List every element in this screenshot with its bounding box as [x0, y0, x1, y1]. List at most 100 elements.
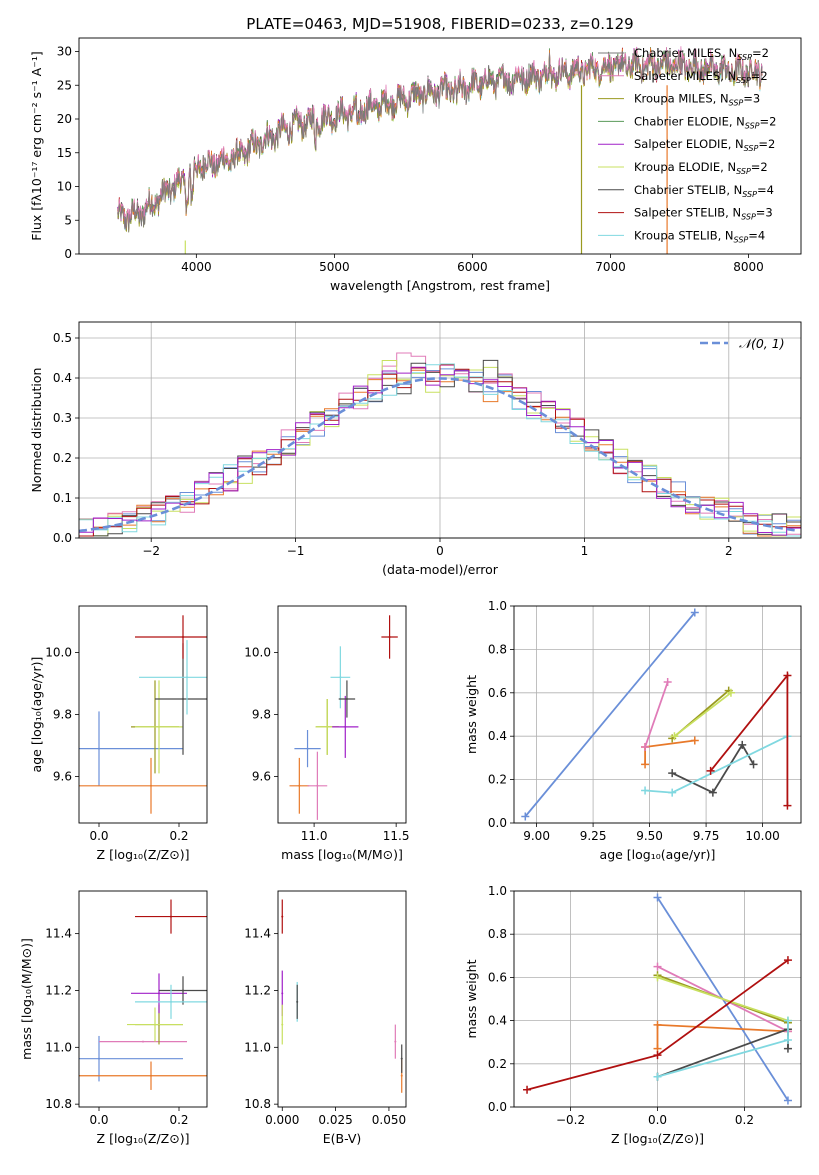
plus-marker — [783, 671, 792, 680]
weight-vs-Z-xtick-label: −0.2 — [556, 1113, 585, 1127]
weight-vs-Z-ytick-label: 0.4 — [488, 1014, 507, 1028]
age-vs-mass-ytick-label: 10.0 — [244, 646, 271, 660]
plus-marker — [706, 766, 715, 775]
spectrum-ytick-label: 25 — [57, 78, 72, 92]
spectrum-ytick-label: 20 — [57, 112, 72, 126]
weight-vs-Z-frame — [513, 890, 802, 1108]
data-point — [170, 1000, 172, 1003]
spectrum-ytick-label: 30 — [57, 45, 72, 59]
plus-marker — [653, 1051, 662, 1060]
spectrum-frame — [78, 37, 802, 255]
plus-marker — [521, 812, 530, 821]
plus-marker — [783, 1096, 792, 1105]
weight-vs-Z-ylabel: mass weight — [464, 959, 479, 1038]
age-vs-Z-data — [79, 615, 207, 814]
errorbar-point — [332, 695, 359, 758]
spectrum-xlabel: wavelength [Angstrom, rest frame] — [330, 278, 550, 293]
legend-entry: Salpeter STELIB, NSSP=3 — [598, 206, 773, 222]
plus-marker — [641, 743, 650, 752]
data-point — [298, 784, 301, 787]
plus-marker — [641, 760, 650, 769]
plus-marker — [783, 801, 792, 810]
weight-vs-age-ylabel: mass weight — [464, 675, 479, 754]
legend-label: Salpeter ELODIE, NSSP=2 — [634, 137, 775, 153]
age-vs-mass-xtick-label: 11.0 — [301, 829, 328, 843]
data-point — [150, 784, 152, 787]
legend-label: 𝒩(0, 1) — [739, 336, 785, 351]
age-vs-mass-xlabel: mass [log₁₀(M/M⊙)] — [281, 847, 403, 862]
plus-marker — [653, 1020, 662, 1029]
age-vs-Z-frame — [78, 605, 208, 824]
legend-label: Kroupa STELIB, NSSP=4 — [634, 228, 765, 244]
errorbar-point — [289, 757, 310, 814]
weight-vs-age-xtick-label: 9.25 — [580, 829, 607, 843]
age-vs-mass-xtick-label: 11.5 — [383, 829, 410, 843]
errorbar-point — [79, 1035, 183, 1082]
errorbar-point — [139, 640, 207, 715]
errorbar-point — [394, 1024, 397, 1059]
figure-title: PLATE=0463, MJD=51908, FIBERID=0233, z=0… — [246, 15, 633, 33]
series-line-yellowgreen — [673, 692, 732, 737]
legend-label: Chabrier ELODIE, NSSP=2 — [634, 114, 776, 130]
residuals-xtick-label: −2 — [142, 544, 160, 558]
weight-vs-Z-xtick-label: 0.2 — [735, 1113, 754, 1127]
legend-entry: Chabrier MILES, NSSP=2 — [598, 46, 769, 62]
age-vs-mass-data — [289, 615, 398, 820]
legend-entry: Kroupa ELODIE, NSSP=2 — [598, 160, 768, 176]
mass-vs-EBV-ytick-label: 10.8 — [244, 1097, 271, 1111]
series-line-red — [709, 672, 789, 806]
plus-marker — [783, 1036, 792, 1045]
series-line-blue — [524, 611, 696, 818]
age-vs-mass-ytick-label: 9.6 — [252, 770, 271, 784]
weight-vs-age-xtick-label: 9.50 — [636, 829, 663, 843]
spectrum-ytick-label: 10 — [57, 180, 72, 194]
errorbar-point — [155, 643, 207, 755]
age-vs-Z-ytick-label: 10.0 — [45, 646, 72, 660]
residuals-ytick-label: 0.1 — [53, 491, 72, 505]
mass-vs-Z-xtick-label: 0.2 — [169, 1113, 188, 1127]
data-point — [296, 1000, 299, 1003]
errorbar-point — [159, 976, 207, 1005]
legend-label: Chabrier STELIB, NSSP=4 — [634, 183, 774, 199]
residuals-ytick-label: 0.5 — [53, 331, 72, 345]
mass-vs-Z-ytick-label: 11.2 — [45, 983, 72, 997]
errorbar-point — [400, 1044, 403, 1073]
weight-vs-Z-ytick-label: 0.8 — [488, 927, 507, 941]
data-point — [154, 1023, 156, 1026]
spectrum-xtick-label: 7000 — [595, 260, 626, 274]
data-point — [400, 1074, 403, 1077]
residuals-xtick-label: 0 — [436, 544, 444, 558]
weight-vs-age-xtick-label: 10.00 — [745, 829, 779, 843]
weight-vs-Z-ytick-label: 0.6 — [488, 970, 507, 984]
errorbar-point — [307, 751, 328, 820]
data-point — [98, 747, 100, 750]
errorbar-point — [131, 973, 187, 1014]
mass-vs-Z-frame — [78, 890, 208, 1108]
residuals-chart: −2 −1 0 1 2 0.0 0.1 0.2 0.3 0.4 0.5 (data-model)/er… — [29, 321, 802, 577]
weight-vs-age-xtick-label: 9.75 — [693, 829, 720, 843]
data-point — [388, 636, 391, 638]
errorbar-point — [79, 1061, 207, 1090]
residuals-ytick-label: 0.2 — [53, 451, 72, 465]
mass-vs-Z-chart: 0.0 0.2 10.8 11.0 11.2 11.4 Z [log₁₀(Z/Z⊙)] mas… — [19, 890, 208, 1146]
weight-vs-age-ytick-label: 0.6 — [488, 686, 507, 700]
data-point — [98, 1057, 100, 1060]
weight-vs-age-ytick-label: 0.0 — [488, 816, 507, 830]
age-vs-Z-xtick-label: 0.0 — [89, 829, 108, 843]
plus-marker — [653, 973, 662, 982]
mass-vs-Z-xtick-label: 0.0 — [89, 1113, 108, 1127]
legend-label: Kroupa MILES, NSSP=3 — [634, 92, 760, 108]
errorbar-point — [135, 680, 183, 774]
age-vs-Z-xlabel: Z [log₁₀(Z/Z⊙)] — [97, 847, 190, 862]
mass-vs-EBV-ytick-label: 11.4 — [244, 927, 271, 941]
weight-vs-Z-ytick-label: 0.2 — [488, 1057, 507, 1071]
age-vs-Z-chart: 0.0 0.2 9.6 9.8 10.0 Z [log₁₀(Z/Z⊙)] age [log₁… — [29, 605, 208, 862]
residuals-ytick-label: 0.3 — [53, 411, 72, 425]
weight-vs-Z-ytick-label: 0.0 — [488, 1100, 507, 1114]
data-point — [326, 725, 329, 728]
residuals-ytick-label: 0.4 — [53, 371, 72, 385]
mass-vs-EBV-ytick-label: 11.2 — [244, 983, 271, 997]
legend-entry: Salpeter MILES, NSSP=2 — [598, 69, 768, 85]
errorbar-point — [381, 615, 398, 659]
